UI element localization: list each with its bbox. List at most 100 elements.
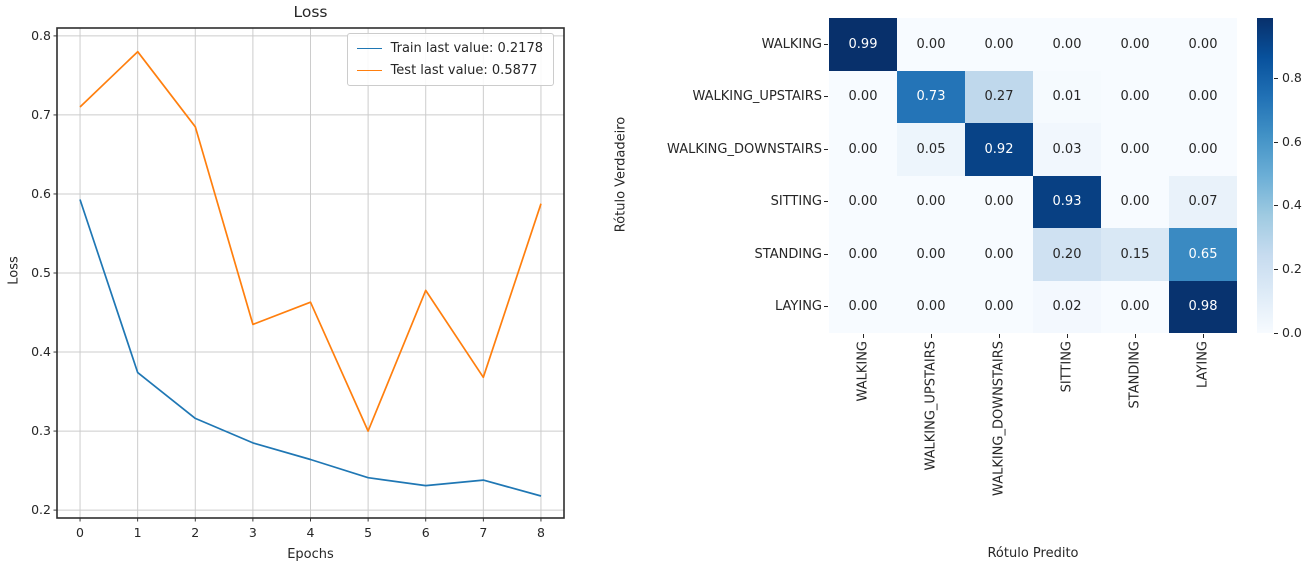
heatmap-cell: 0.02 bbox=[1033, 280, 1101, 333]
axes-spines bbox=[56, 27, 565, 519]
heatmap-cell-value: 0.92 bbox=[984, 141, 1014, 157]
heatmap-cell: 0.98 bbox=[1169, 280, 1237, 333]
heatmap-cell-value: 0.00 bbox=[848, 141, 878, 157]
heatmap-row-tick bbox=[824, 43, 828, 45]
heatmap-cell-value: 0.15 bbox=[1120, 246, 1150, 262]
heatmap-cell-value: 0.01 bbox=[1052, 89, 1082, 105]
heatmap-cell: 0.00 bbox=[829, 175, 897, 228]
colorbar-tick-label: 0.4 bbox=[1282, 197, 1302, 213]
heatmap-cell: 0.00 bbox=[965, 18, 1033, 71]
heatmap-cell-value: 0.00 bbox=[1188, 36, 1218, 52]
heatmap-cell-value: 0.00 bbox=[984, 36, 1014, 52]
y-tick-label: 0.5 bbox=[31, 265, 51, 280]
heatmap-cell: 0.20 bbox=[1033, 228, 1101, 281]
heatmap-col-label: WALKING_DOWNSTAIRS bbox=[991, 341, 1007, 496]
heatmap-xlabel: Rótulo Predito bbox=[987, 546, 1079, 561]
heatmap-row-tick bbox=[824, 148, 828, 150]
colorbar-tick-label: 0.8 bbox=[1282, 69, 1302, 85]
x-tick-label: 3 bbox=[248, 525, 257, 540]
heatmap-cell: 0.00 bbox=[897, 228, 965, 281]
x-tick-label: 4 bbox=[306, 525, 315, 540]
heatmap-row-label: STANDING bbox=[754, 246, 822, 262]
heatmap-cell: 0.27 bbox=[965, 70, 1033, 123]
heatmap-cell-value: 0.00 bbox=[1120, 89, 1150, 105]
heatmap-cell-value: 0.20 bbox=[1052, 246, 1082, 262]
heatmap-cell: 0.00 bbox=[965, 280, 1033, 333]
heatmap-cell: 0.00 bbox=[1101, 123, 1169, 176]
heatmap-cell-value: 0.00 bbox=[916, 194, 946, 210]
loss-chart-plot-area: Train last value: 0.2178 Test last value… bbox=[53, 27, 565, 522]
heatmap-cell-value: 0.93 bbox=[1052, 194, 1082, 210]
loss-chart-xlabel: Epochs bbox=[287, 547, 334, 562]
x-tick-label: 1 bbox=[133, 525, 142, 540]
heatmap-cell: 0.00 bbox=[1169, 123, 1237, 176]
y-tick-label: 0.8 bbox=[31, 27, 51, 43]
heatmap-cell: 0.15 bbox=[1101, 228, 1169, 281]
heatmap-cell-value: 0.00 bbox=[1120, 36, 1150, 52]
colorbar-tick-label: 0.6 bbox=[1282, 133, 1302, 149]
heatmap-row-label: SITTING bbox=[770, 194, 822, 210]
heatmap-row-label: WALKING_UPSTAIRS bbox=[692, 89, 823, 105]
x-tick-label: 7 bbox=[479, 525, 488, 540]
heatmap-row-label: LAYING bbox=[775, 299, 822, 315]
heatmap-cell-value: 0.00 bbox=[848, 194, 878, 210]
heatmap-row-tick bbox=[824, 306, 828, 308]
colorbar-tick-mark bbox=[1274, 268, 1278, 271]
legend-entry-test: Test last value: 0.5877 bbox=[356, 63, 543, 78]
heatmap-cell: 0.00 bbox=[829, 70, 897, 123]
colorbar-tick-label: 0.0 bbox=[1282, 324, 1302, 340]
heatmap-cell-value: 0.00 bbox=[1188, 141, 1218, 157]
train-legend-label: Train last value: 0.2178 bbox=[390, 41, 543, 56]
colorbar-tick-mark bbox=[1274, 77, 1278, 80]
heatmap-cell: 0.00 bbox=[897, 175, 965, 228]
train-loss-line bbox=[79, 199, 542, 497]
heatmap-cell-value: 0.27 bbox=[984, 89, 1014, 105]
y-tick-label: 0.2 bbox=[31, 502, 51, 518]
test-line-sample bbox=[356, 70, 382, 71]
heatmap-cell-value: 0.03 bbox=[1052, 141, 1082, 157]
heatmap-cell: 0.00 bbox=[829, 123, 897, 176]
heatmap-cell-value: 0.73 bbox=[916, 89, 946, 105]
x-tick-label: 2 bbox=[191, 525, 200, 540]
heatmap-cell-value: 0.00 bbox=[1120, 194, 1150, 210]
heatmap-row-label: WALKING bbox=[761, 36, 822, 52]
heatmap-cell: 0.00 bbox=[1101, 18, 1169, 71]
y-tick-label: 0.7 bbox=[31, 106, 51, 122]
heatmap-cell-value: 0.00 bbox=[916, 299, 946, 315]
heatmap-cell: 0.00 bbox=[1101, 175, 1169, 228]
heatmap-col-tick bbox=[1066, 334, 1068, 338]
heatmap-cell-value: 0.65 bbox=[1188, 246, 1218, 262]
heatmap-cell: 0.65 bbox=[1169, 228, 1237, 281]
loss-chart-legend: Train last value: 0.2178 Test last value… bbox=[346, 33, 554, 86]
heatmap-cell: 0.00 bbox=[1033, 18, 1101, 71]
heatmap-cell-value: 0.00 bbox=[1188, 89, 1218, 105]
heatmap-cell-value: 0.00 bbox=[1052, 36, 1082, 52]
loss-chart-title: Loss bbox=[293, 3, 328, 21]
heatmap-cell: 0.00 bbox=[829, 228, 897, 281]
heatmap-cell-value: 0.00 bbox=[848, 89, 878, 105]
heatmap-cell: 0.07 bbox=[1169, 175, 1237, 228]
test-legend-label: Test last value: 0.5877 bbox=[390, 63, 538, 78]
heatmap-cell: 0.00 bbox=[829, 280, 897, 333]
colorbar-tick-mark bbox=[1274, 332, 1278, 334]
heatmap-col-label: SITTING bbox=[1059, 341, 1075, 393]
heatmap-cell-value: 0.02 bbox=[1052, 299, 1082, 315]
heatmap-cell-value: 0.00 bbox=[984, 246, 1014, 262]
y-tick-label: 0.4 bbox=[31, 344, 51, 360]
heatmap-cell: 0.92 bbox=[965, 123, 1033, 176]
heatmap-col-label: LAYING bbox=[1195, 341, 1211, 388]
colorbar-tick-label: 0.2 bbox=[1282, 260, 1302, 276]
heatmap-cell: 0.00 bbox=[897, 18, 965, 71]
x-tick-label: 8 bbox=[536, 525, 545, 540]
heatmap-cell-value: 0.00 bbox=[1120, 299, 1150, 315]
heatmap-row-tick bbox=[824, 253, 828, 255]
heatmap-cell: 0.00 bbox=[965, 175, 1033, 228]
colorbar-tick-mark bbox=[1274, 141, 1278, 143]
heatmap-cell: 0.93 bbox=[1033, 175, 1101, 228]
heatmap-cell: 0.00 bbox=[1169, 18, 1237, 71]
x-tick-label: 0 bbox=[76, 525, 84, 540]
heatmap-col-tick bbox=[1134, 334, 1136, 338]
test-loss-line bbox=[79, 50, 542, 432]
heatmap-cell: 0.00 bbox=[1101, 280, 1169, 333]
